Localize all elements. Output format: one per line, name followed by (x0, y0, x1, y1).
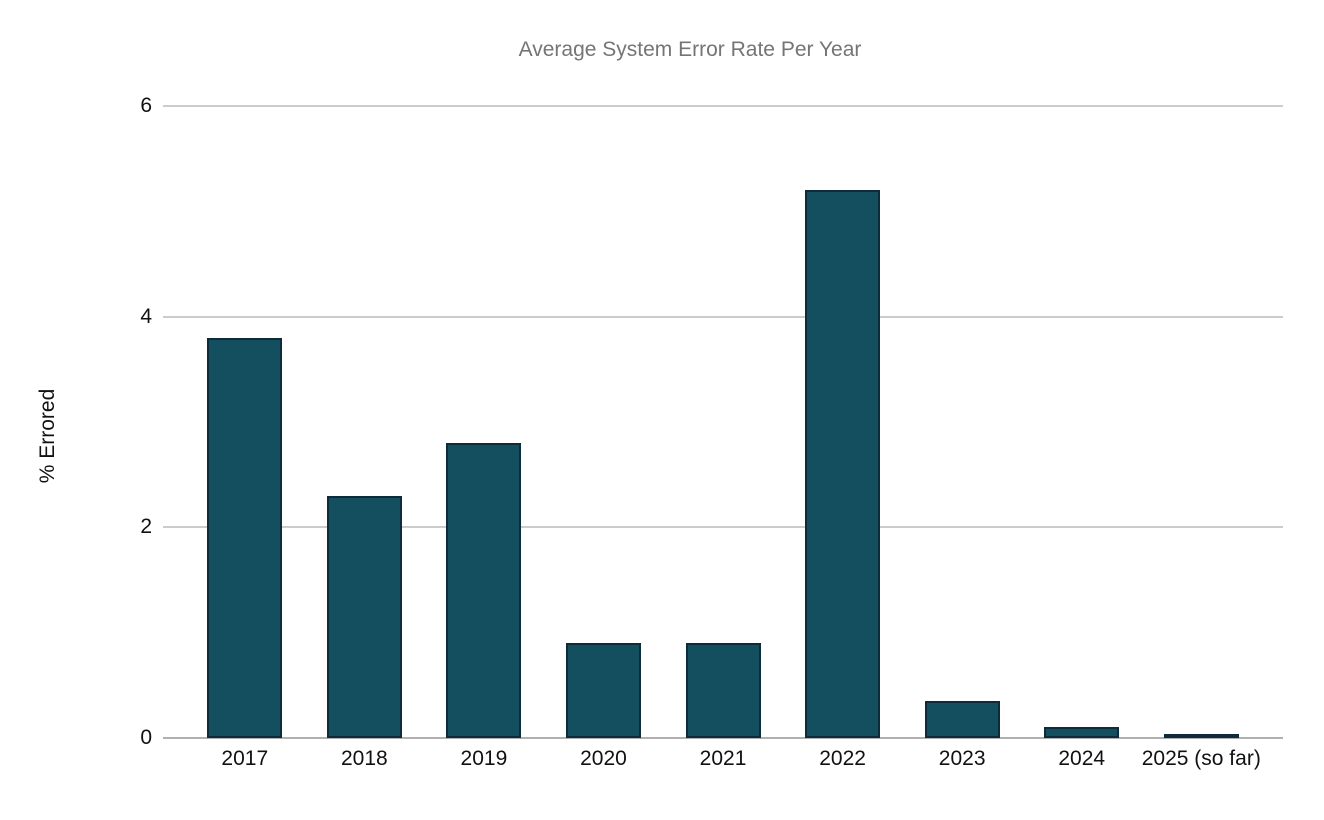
bar-2023 (924, 701, 1000, 738)
bar-2021 (685, 643, 761, 738)
x-slot: 2017 (185, 746, 305, 772)
bar-2022 (805, 190, 881, 738)
x-tick-label: 2021 (699, 747, 747, 770)
chart-title: Average System Error Rate Per Year (518, 38, 862, 61)
x-slot: 2022 (783, 746, 903, 772)
y-tick-label: 0 (140, 726, 152, 749)
x-tick-label: 2017 (221, 747, 269, 770)
x-slot: 2018 (305, 746, 425, 772)
bar-2024 (1044, 727, 1120, 738)
y-tick-label: 2 (140, 515, 152, 539)
bar-slot (424, 106, 544, 738)
bar-slot (1142, 106, 1262, 738)
gridline (163, 526, 1283, 529)
x-slot: 2023 (902, 746, 1022, 772)
x-slot: 2019 (424, 746, 544, 772)
x-tick-label: 2024 (1058, 747, 1106, 770)
bar-2025 (so far) (1163, 734, 1239, 738)
x-tick-label: 2023 (938, 747, 986, 770)
bar-2020 (565, 643, 641, 738)
y-tick-label: 6 (140, 94, 152, 117)
bar-2018 (326, 495, 402, 738)
x-axis-tick-labels: 2017 2018 2019 2020 2021 2022 2023 2024 2025 (so… (163, 746, 1283, 772)
x-axis-baseline (163, 737, 1283, 739)
y-tick-label: 4 (140, 304, 152, 328)
bar-slot (663, 106, 783, 738)
x-tick-label: 2025 (so far) (1141, 747, 1261, 770)
x-slot: 2020 (544, 746, 664, 772)
x-slot: 2025 (so far) (1142, 746, 1262, 772)
bars-row (163, 106, 1283, 738)
bar-slot (305, 106, 425, 738)
gridline (163, 105, 1283, 107)
x-slot: 2024 (1022, 746, 1142, 772)
bar-slot (902, 106, 1022, 738)
bar-2019 (446, 443, 522, 738)
bar-2017 (207, 337, 283, 738)
x-slot: 2021 (663, 746, 783, 772)
x-tick-label: 2022 (819, 747, 866, 770)
plot-area (163, 105, 1283, 739)
bar-slot (783, 106, 903, 738)
x-tick-label: 2018 (340, 747, 388, 770)
gridline (163, 315, 1283, 318)
x-tick-label: 2019 (460, 747, 508, 770)
bar-slot (1022, 106, 1142, 738)
bar-slot (544, 106, 664, 738)
x-tick-label: 2020 (580, 747, 627, 770)
bar-slot (185, 106, 305, 738)
y-axis-title: % Errored (36, 388, 59, 484)
